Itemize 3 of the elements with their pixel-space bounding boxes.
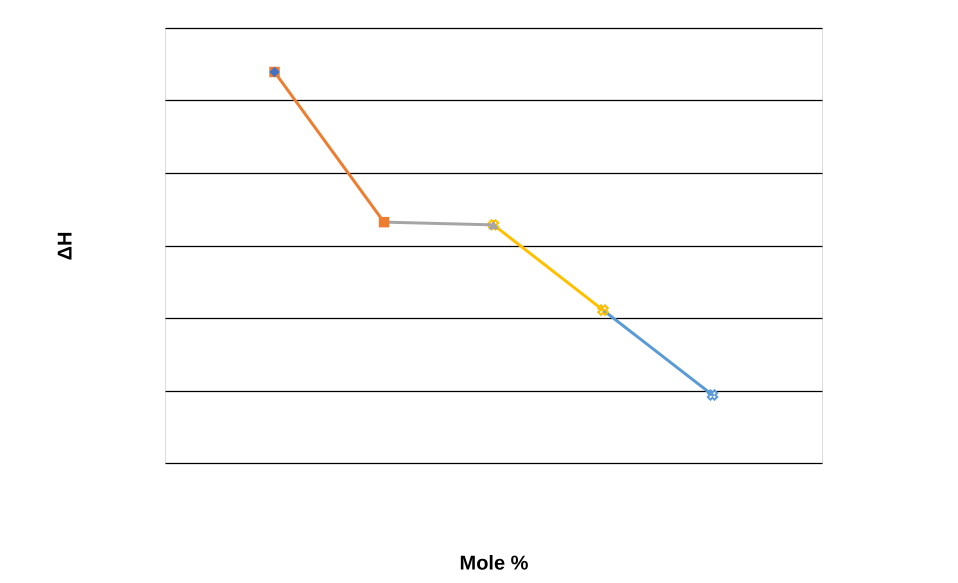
y-axis-title: ΔH (54, 232, 76, 260)
x-axis-title: Mole % (460, 552, 529, 574)
point (706, 389, 718, 401)
